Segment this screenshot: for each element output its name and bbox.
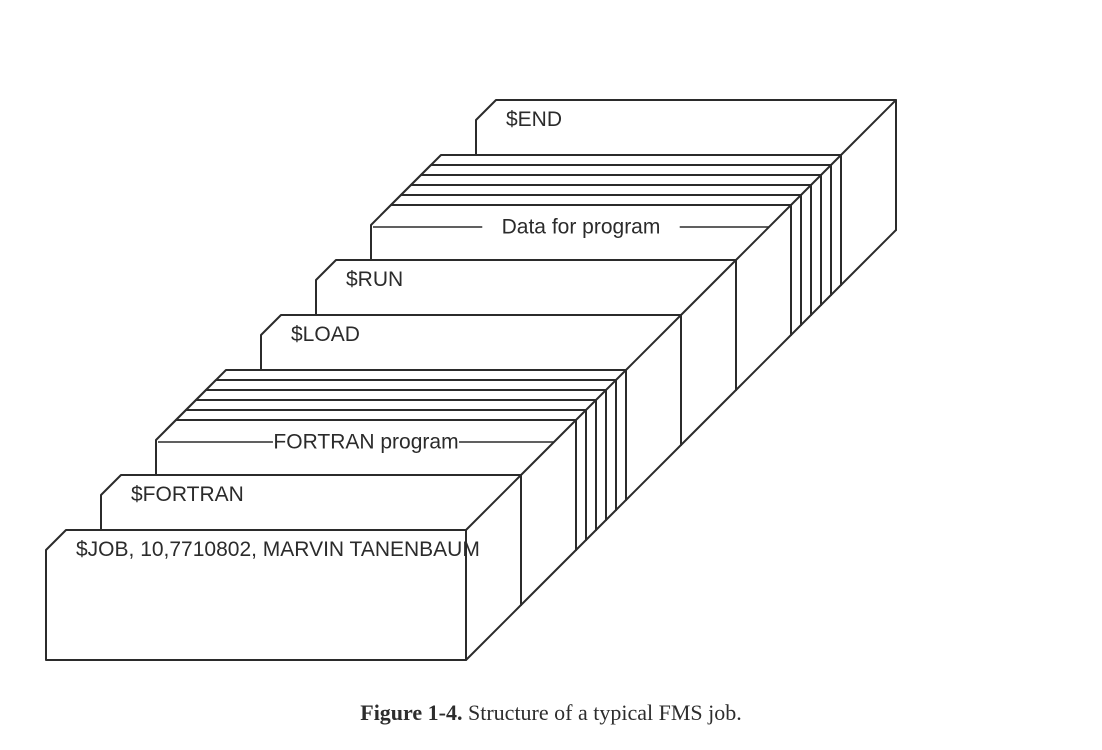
figure-caption: Figure 1-4. Structure of a typical FMS j… (360, 700, 742, 725)
card-label-job: $JOB, 10,7710802, MARVIN TANENBAUM (76, 538, 480, 561)
card-side (821, 165, 831, 305)
card-label-run: $RUN (346, 268, 403, 291)
card-side (576, 410, 586, 550)
card-side (791, 195, 801, 335)
caption-bold: Figure 1-4. (360, 700, 462, 725)
card-side (811, 175, 821, 315)
card-label-prog: FORTRAN program (273, 431, 458, 454)
card-side (801, 185, 811, 325)
card-side (586, 400, 596, 540)
card-side (831, 155, 841, 295)
fms-job-diagram: $END Data for program $RUN $LOAD FORTRAN pro… (0, 0, 1102, 750)
card-side (606, 380, 616, 520)
card-side (596, 390, 606, 530)
card-label-fortran: $FORTRAN (131, 483, 244, 506)
card-label-load: $LOAD (291, 323, 360, 346)
card-side (616, 370, 626, 510)
card-label-data: Data for program (502, 216, 661, 239)
card-label-end: $END (506, 108, 562, 131)
caption-rest: Structure of a typical FMS job. (463, 700, 742, 725)
